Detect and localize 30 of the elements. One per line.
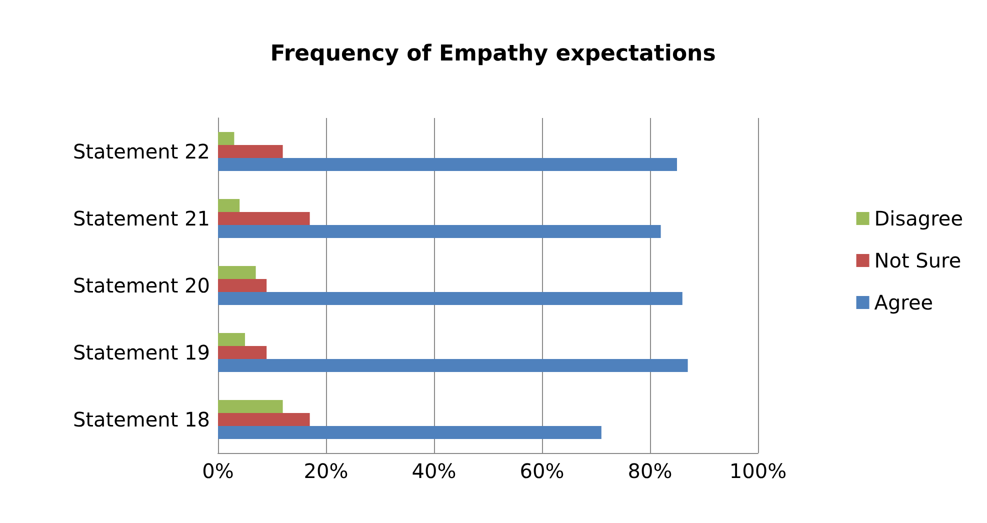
legend-label: Disagree — [874, 206, 964, 230]
bar — [218, 212, 310, 225]
bar — [218, 359, 688, 372]
bar — [218, 346, 267, 359]
y-tick-label: Statement 18 — [72, 408, 210, 432]
legend-label: Agree — [874, 290, 934, 314]
y-tick-label: Statement 19 — [72, 340, 210, 364]
bar — [218, 333, 245, 346]
bar — [218, 400, 283, 413]
y-tick-label: Statement 21 — [72, 206, 210, 230]
bar — [218, 292, 682, 305]
x-tick-label: 60% — [520, 459, 564, 483]
bar — [218, 413, 310, 426]
y-tick-label: Statement 22 — [72, 140, 210, 164]
y-tick-label: Statement 20 — [72, 274, 210, 298]
bar — [218, 266, 256, 279]
x-tick-label: 100% — [729, 459, 787, 483]
bar — [218, 158, 677, 171]
bar — [218, 145, 283, 158]
bar — [218, 279, 267, 292]
x-tick-label: 0% — [202, 459, 234, 483]
bar — [218, 199, 240, 212]
bar — [218, 426, 602, 439]
chart-title: Frequency of Empathy expectations — [270, 42, 716, 66]
legend-label: Not Sure — [874, 248, 962, 272]
x-tick-label: 20% — [304, 459, 348, 483]
x-tick-label: 80% — [628, 459, 672, 483]
bar — [218, 225, 661, 238]
bar — [218, 132, 234, 145]
x-tick-label: 40% — [412, 459, 456, 483]
